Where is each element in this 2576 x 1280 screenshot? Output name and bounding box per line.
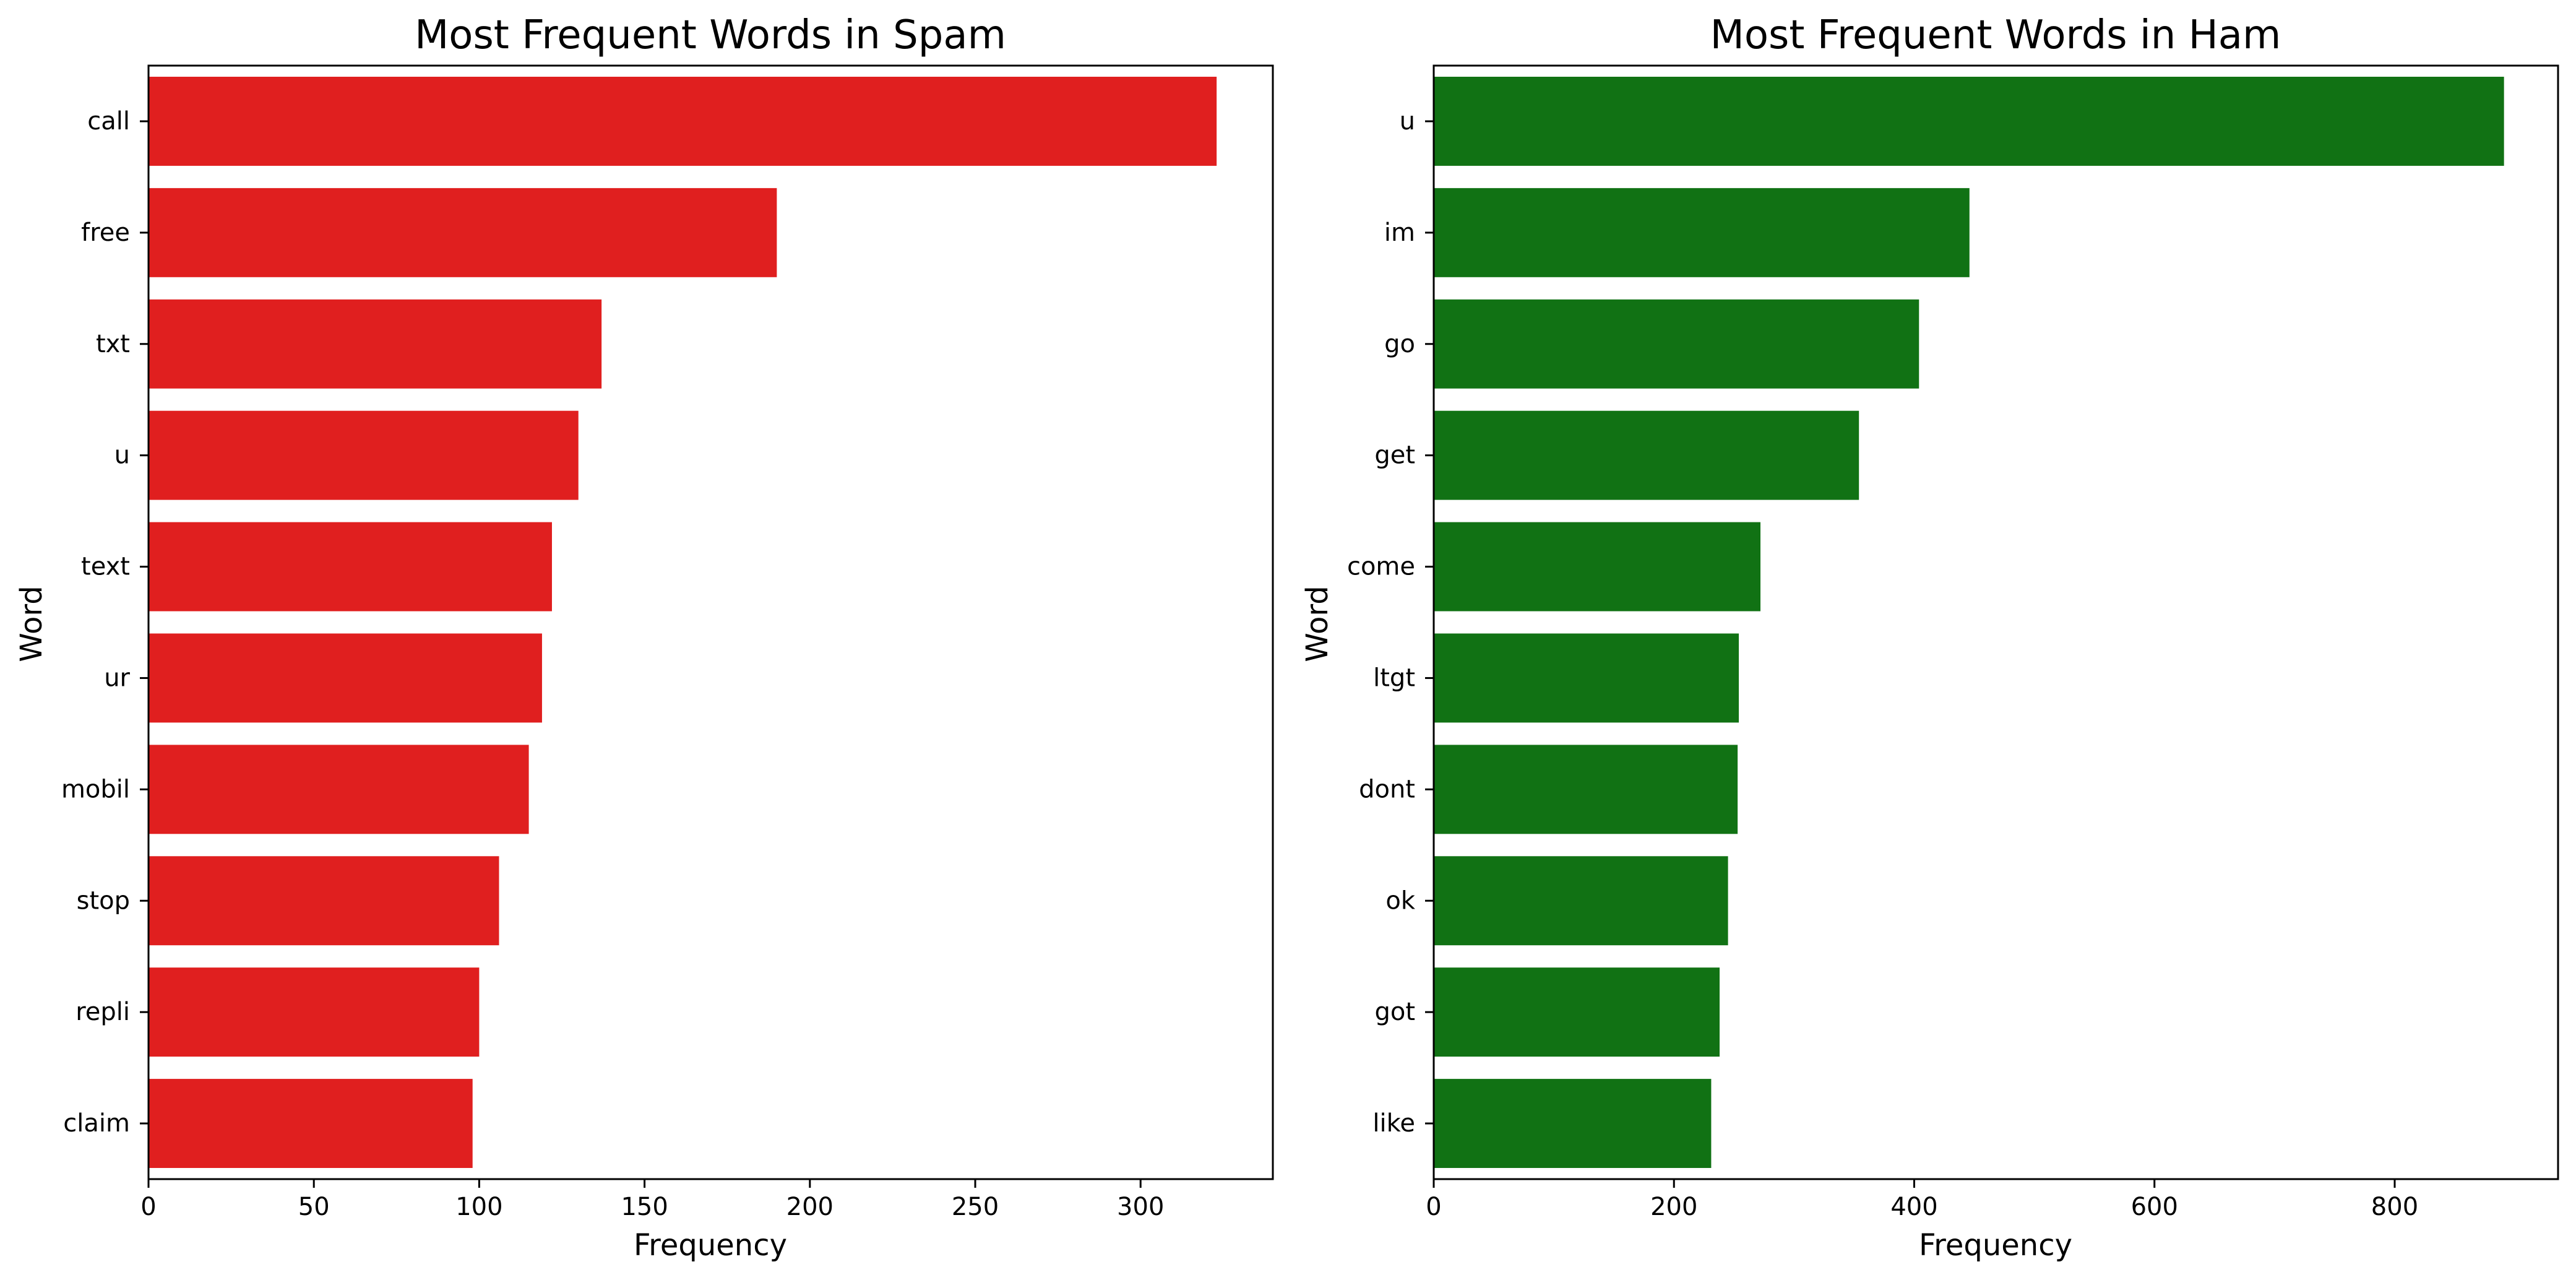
- spam-chart-title: Most Frequent Words in Spam: [415, 12, 1006, 58]
- spam-ytick-label: free: [81, 218, 130, 247]
- ham-bar-get: [1434, 410, 1859, 500]
- spam-bar-u: [149, 410, 579, 500]
- spam-words-chart: Most Frequent Words in Spam Frequency Wo…: [14, 12, 1274, 1263]
- spam-ytick-label: stop: [77, 886, 130, 915]
- spam-bar-txt: [149, 299, 602, 389]
- spam-bar-mobil: [149, 745, 529, 834]
- ham-ytick-label: like: [1372, 1109, 1415, 1138]
- spam-xtick-label: 300: [1117, 1193, 1164, 1221]
- ham-bar-ok: [1434, 856, 1728, 946]
- ham-xtick-label: 600: [2131, 1193, 2178, 1221]
- ham-chart-title: Most Frequent Words in Ham: [1710, 12, 2281, 58]
- ham-ytick-label: go: [1384, 330, 1415, 358]
- spam-bar-ur: [149, 633, 542, 723]
- ham-xtick-label: 400: [1890, 1193, 1937, 1221]
- spam-xtick-label: 150: [621, 1193, 668, 1221]
- spam-xtick-label: 250: [952, 1193, 999, 1221]
- ham-bar-ltgt: [1434, 633, 1739, 723]
- ham-bar-dont: [1434, 745, 1738, 834]
- spam-ytick-label: repli: [75, 998, 130, 1026]
- spam-bar-call: [149, 76, 1217, 166]
- spam-xtick-label: 100: [455, 1193, 502, 1221]
- ham-ytick-label: ok: [1385, 886, 1415, 915]
- ham-plot-frame: [1432, 64, 2559, 1180]
- ham-ytick-label: got: [1374, 998, 1415, 1026]
- spam-bar-claim: [149, 1079, 473, 1169]
- spam-chart-ylabel: Word: [14, 586, 49, 662]
- spam-ytick-label: txt: [96, 330, 130, 358]
- ham-chart-ylabel: Word: [1300, 586, 1335, 662]
- ham-xtick-label: 0: [1426, 1193, 1441, 1221]
- spam-ytick-label: call: [87, 107, 130, 136]
- spam-xtick-label: 50: [298, 1193, 330, 1221]
- spam-xtick-label: 0: [140, 1193, 156, 1221]
- ham-ytick-label: u: [1400, 107, 1415, 136]
- ham-xtick-label: 200: [1650, 1193, 1697, 1221]
- ham-bar-im: [1434, 188, 1970, 277]
- spam-bar-stop: [149, 856, 499, 946]
- spam-ytick-label: ur: [104, 664, 130, 692]
- spam-ytick-label: claim: [63, 1109, 130, 1138]
- ham-ytick-label: dont: [1359, 775, 1415, 803]
- ham-bar-come: [1434, 522, 1761, 612]
- ham-bar-u: [1434, 76, 2504, 166]
- ham-ytick-label: im: [1384, 218, 1415, 247]
- ham-xtick-label: 800: [2371, 1193, 2418, 1221]
- ham-bar-go: [1434, 299, 1919, 389]
- ham-ytick-label: come: [1347, 553, 1415, 581]
- spam-chart-xlabel: Frequency: [634, 1228, 787, 1263]
- spam-bar-free: [149, 188, 777, 277]
- ham-ytick-label: get: [1374, 441, 1415, 470]
- ham-bar-like: [1434, 1079, 1712, 1169]
- spam-bar-repli: [149, 967, 480, 1057]
- ham-ytick-label: ltgt: [1373, 664, 1415, 692]
- ham-words-chart: Most Frequent Words in Ham Frequency Wor…: [1300, 12, 2559, 1263]
- spam-bar-text: [149, 522, 552, 612]
- ham-bar-got: [1434, 967, 1720, 1057]
- spam-ytick-label: mobil: [61, 775, 130, 803]
- ham-chart-xlabel: Frequency: [1919, 1228, 2072, 1263]
- spam-ytick-label: text: [81, 553, 130, 581]
- spam-ytick-label: u: [114, 441, 130, 470]
- spam-xtick-label: 200: [786, 1193, 834, 1221]
- spam-plot-frame: [147, 64, 1274, 1180]
